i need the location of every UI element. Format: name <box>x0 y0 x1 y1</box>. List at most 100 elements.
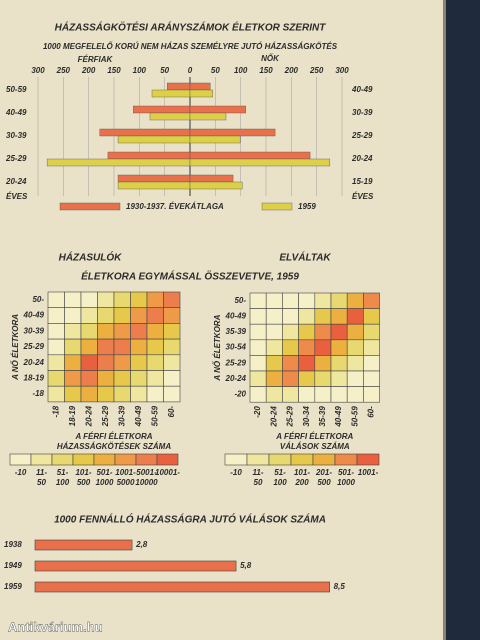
heat-cell <box>64 354 82 371</box>
x-tick-label: 250 <box>56 66 71 75</box>
bar <box>189 181 243 190</box>
x-tick-label: 50-59 <box>150 405 159 426</box>
y-axis-label: A NŐ ÉLETKORA <box>11 314 20 381</box>
legend-swatch <box>72 453 95 466</box>
heat-cell <box>265 386 283 403</box>
heat-cell <box>363 386 380 403</box>
bar <box>189 158 331 167</box>
heat-cell <box>97 338 115 356</box>
x-axis-label: A FÉRFI ÉLETKORA <box>275 432 353 441</box>
legend-swatch <box>334 453 358 466</box>
heat-cell <box>113 291 131 308</box>
heat-cell <box>249 339 267 356</box>
legend-label: -10 <box>230 468 242 477</box>
row-label-left: 50-59 <box>6 85 27 94</box>
legend-label: 5000 <box>117 478 135 487</box>
x-tick-label: 60- <box>167 406 176 418</box>
heat-cell <box>265 308 283 325</box>
bar <box>189 135 241 144</box>
x-tick-label: -18 <box>51 405 60 417</box>
unit-label: ÉVES <box>352 192 374 201</box>
heat-cell <box>113 307 131 324</box>
legend-label: 10000 <box>135 478 158 487</box>
chart-title: 1000 FENNÁLLÓ HÁZASSÁGRA JUTÓ VÁLÁSOK SZ… <box>54 513 326 526</box>
heat-cell <box>346 292 364 309</box>
heat-cell <box>47 291 65 308</box>
chart-subtitle: ÉLETKORA EGYMÁSSAL ÖSSZEVETVE, 1959 <box>81 270 299 283</box>
value-label: 8,5 <box>334 582 346 591</box>
legend-swatch <box>290 453 314 466</box>
left-label: FÉRFIAK <box>78 55 114 64</box>
legend-label: 100 <box>273 478 287 487</box>
y-tick-label: 20-24 <box>225 374 247 383</box>
legend-swatch <box>224 453 248 466</box>
y-tick-label: -20 <box>234 390 246 399</box>
heat-cell <box>113 385 131 403</box>
x-tick-label: 25-29 <box>101 405 110 427</box>
legend-title: VÁLÁSOK SZÁMA <box>280 442 350 451</box>
chart-title: HÁZASSÁGKÖTÉSI ARÁNYSZÁMOK ÉLETKOR SZERI… <box>55 21 327 34</box>
value-label: 2,8 <box>135 540 148 549</box>
legend-swatch <box>30 453 53 466</box>
heat-cell <box>146 385 164 403</box>
bar <box>107 151 191 160</box>
y-tick-label: 18-19 <box>24 373 45 382</box>
y-tick-label: 35-39 <box>226 327 247 336</box>
bar <box>189 128 276 137</box>
heat-cell <box>298 355 316 372</box>
x-tick-label: 150 <box>107 66 121 75</box>
y-tick-label: 25-29 <box>23 342 45 351</box>
legend-swatch <box>93 453 116 466</box>
legend-label: 101- <box>75 468 91 477</box>
row-label-right: 25-29 <box>351 131 373 140</box>
heat-cell <box>330 355 348 372</box>
bar <box>34 539 133 551</box>
x-tick-label: 200 <box>81 66 96 75</box>
bar <box>189 89 213 98</box>
legend-label: 101- <box>294 468 310 477</box>
heat-cell <box>282 292 299 309</box>
y-tick-label: 50- <box>32 295 44 304</box>
heat-cell <box>80 338 98 356</box>
legend-label: 11- <box>253 468 264 477</box>
heat-cell <box>113 370 131 387</box>
heat-cell <box>249 355 267 372</box>
heat-cell <box>47 385 65 403</box>
legend-label: 501- <box>338 468 354 477</box>
bar <box>189 174 234 183</box>
bar <box>189 151 311 160</box>
heat-cell <box>163 338 181 356</box>
heat-cell <box>130 291 148 308</box>
heat-cell <box>363 339 380 356</box>
bar <box>117 135 191 144</box>
heat-cell <box>97 370 115 387</box>
legend-label: 100 <box>56 478 70 487</box>
x-tick-label: 35-39 <box>318 406 327 427</box>
legend-swatch <box>261 202 293 211</box>
heat-cell <box>47 323 65 340</box>
heat-cell <box>163 307 181 324</box>
heat-cell <box>130 385 148 403</box>
heat-cell <box>249 386 267 403</box>
heat-cell <box>282 308 299 325</box>
y-axis-label: A NŐ ÉLETKORA <box>213 314 222 381</box>
legend-title: HÁZASSÁGKÖTÉSEK SZÁMA <box>57 442 171 451</box>
heat-cell <box>346 355 364 372</box>
heat-cell <box>298 370 316 387</box>
heat-cell <box>47 354 65 371</box>
heat-cell <box>298 339 316 356</box>
y-tick-label: 25-29 <box>225 358 247 367</box>
legend-swatch <box>51 453 74 466</box>
heat-cell <box>130 323 148 340</box>
heat-cell <box>130 338 148 356</box>
heat-cell <box>130 354 148 371</box>
category-label: 1959 <box>4 582 22 591</box>
x-tick-label: 100 <box>133 66 147 75</box>
row-label-left: 40-49 <box>5 108 27 117</box>
right-label: NŐK <box>261 54 280 63</box>
x-tick-label: 25-29 <box>286 406 295 428</box>
heat-cell <box>146 291 164 308</box>
category-label: 1949 <box>4 561 22 570</box>
heat-cell <box>314 370 332 387</box>
y-tick-label: 40-49 <box>225 312 247 321</box>
